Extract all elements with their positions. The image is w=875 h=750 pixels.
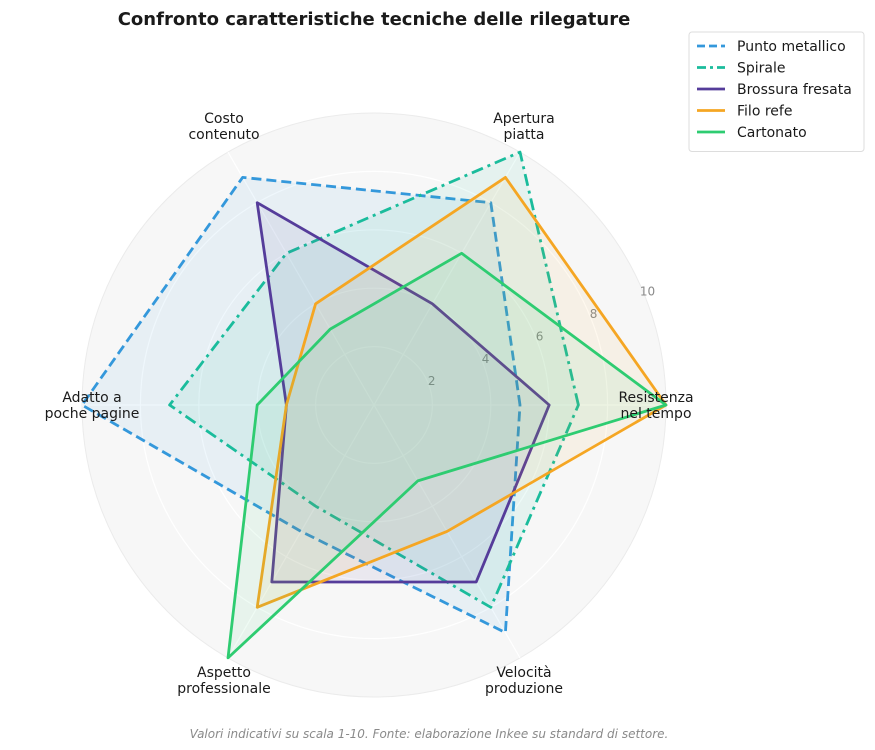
tick-label-2: 2 <box>428 374 436 388</box>
legend-label-5: Cartonato <box>737 125 807 141</box>
legend: Punto metallico Spirale Brossura fresata Fi… <box>688 31 865 152</box>
legend-label-3: Brossura fresata <box>737 82 852 98</box>
grid-spoke-1 <box>373 151 521 406</box>
plot-area: 2 4 6 8 10 Resistenza nel tempo Apertura piatta C… <box>45 111 694 698</box>
tick-label-6: 6 <box>536 329 544 343</box>
axis-label-5: Velocità produzione <box>485 665 563 697</box>
series-2 <box>168 150 580 609</box>
series-5 <box>226 251 668 660</box>
axis-label-4: Aspetto professionale <box>177 665 270 697</box>
grid-spoke-2 <box>227 151 375 406</box>
tick-label-10: 10 <box>640 285 655 299</box>
tick-label-4: 4 <box>482 352 490 366</box>
legend-label-1: Punto metallico <box>737 39 846 55</box>
axis-label-3: Adatto a poche pagine <box>45 390 140 422</box>
chart-title: Confronto caratteristiche tecniche delle… <box>118 9 631 30</box>
legend-box <box>688 31 865 152</box>
legend-label-2: Spirale <box>737 61 786 77</box>
tick-label-8: 8 <box>590 307 598 321</box>
series-4 <box>255 175 668 609</box>
footnote: Valori indicativi su scala 1-10. Fonte: … <box>190 727 669 741</box>
axis-label-2: Costo contenuto <box>188 111 259 143</box>
axis-label-1: Apertura piatta <box>493 111 555 143</box>
legend-label-4: Filo refe <box>737 104 792 120</box>
grid-spoke-4 <box>227 404 375 659</box>
axis-label-0: Resistenza nel tempo <box>618 390 693 422</box>
